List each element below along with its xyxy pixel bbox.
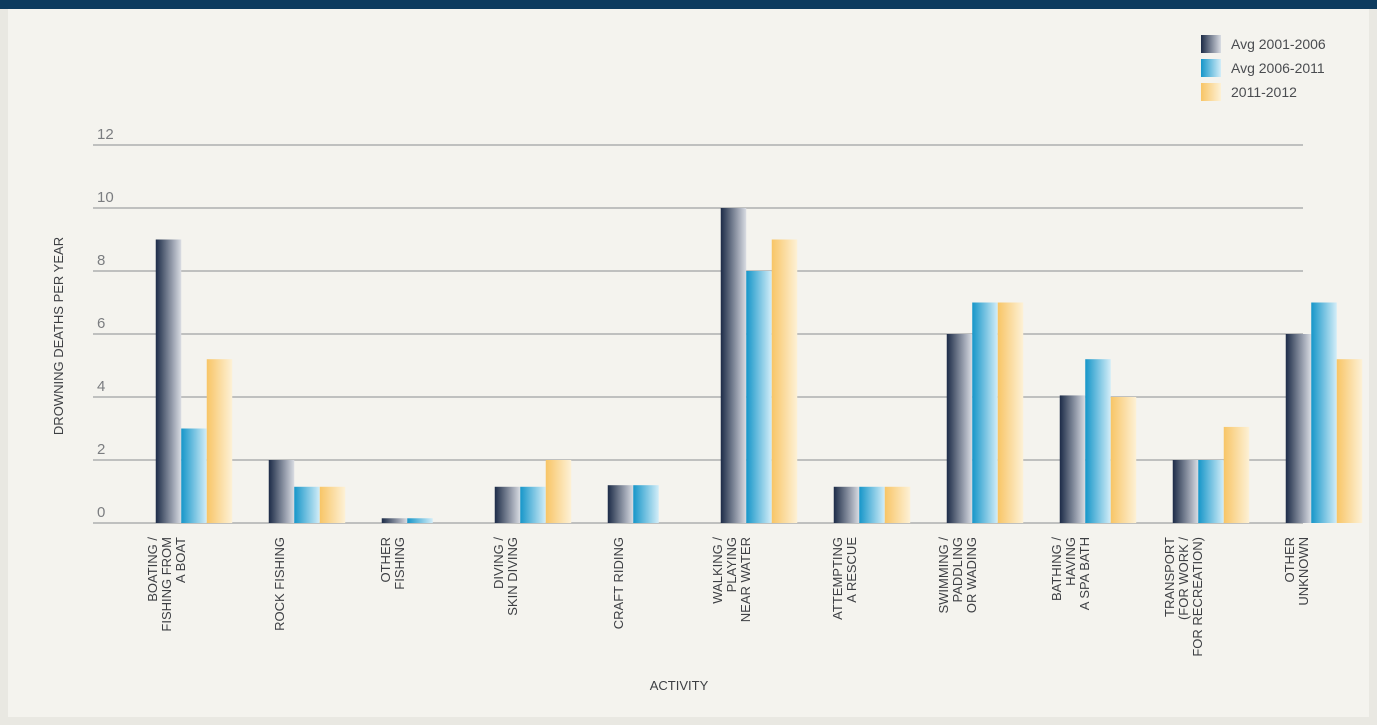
bar [181,428,207,523]
bar [1198,460,1224,523]
x-category-label: OTHER UNKNOWN [1282,537,1311,606]
bar [771,239,798,523]
x-category-label-line: SWIMMING / [936,537,951,614]
bar [884,486,911,523]
x-category-label-line: TRANSPORT [1162,537,1177,617]
x-category-label-line: OTHER [378,537,393,583]
x-category-label: CRAFT RIDING [611,537,626,629]
bar [381,518,408,523]
legend-swatch [1201,83,1221,101]
chart-panel: 0 2 4 6 8 10 12 BOATING / FISHING FROM A BOAT ROC… [8,9,1369,717]
x-category-label-line: PADDLING [950,537,965,603]
x-category-label-line: PLAYING [724,537,739,592]
bar [833,486,860,523]
bar [720,208,747,523]
x-category-label: BOATING / FISHING FROM A BOAT [145,537,188,632]
bar [1059,395,1086,523]
bar [1336,359,1363,523]
bar [746,271,772,523]
x-category-label-line: FISHING [392,537,407,590]
x-category-label-line: NEAR WATER [738,537,753,622]
legend: Avg 2001-2006 Avg 2006-2011 2011-2012 [1201,35,1326,101]
legend-item: Avg 2001-2006 [1201,35,1326,53]
y-tick-label: 12 [97,126,114,143]
x-category-label-line: A SPA BATH [1077,537,1092,610]
bar [997,302,1024,523]
legend-item: Avg 2006-2011 [1201,59,1325,77]
x-category-labels: BOATING / FISHING FROM A BOAT ROCK FISHING O… [145,537,1311,657]
x-category-label-line: A BOAT [173,537,188,583]
top-bar [0,0,1377,9]
bar [1085,359,1111,523]
bar [206,359,233,523]
x-category-label-line: WALKING / [710,537,725,604]
bar [972,302,998,523]
y-tick-label: 8 [97,252,105,269]
x-category-label: BATHING / HAVING A SPA BATH [1049,537,1092,611]
x-category-label: TRANSPORT (FOR WORK / FOR RECREATION) [1162,537,1205,657]
bar [946,334,973,523]
x-category-label-line: ATTEMPTING [830,537,845,620]
legend-label: 2011-2012 [1231,84,1297,100]
legend-label: Avg 2006-2011 [1231,60,1325,76]
x-category-label: OTHER FISHING [378,537,407,590]
y-tick-label: 6 [97,315,105,332]
x-category-label: ATTEMPTING A RESCUE [830,537,859,620]
x-category-label-line: HAVING [1063,537,1078,586]
bar [1285,334,1312,523]
x-category-label: DIVING / SKIN DIVING [491,537,520,616]
x-category-label-line: BOATING / [145,537,160,602]
y-tick-label: 2 [97,441,105,458]
x-category-label-line: OTHER [1282,537,1297,583]
x-category-label-line: SKIN DIVING [505,537,520,616]
x-category-label-line: BATHING / [1049,537,1064,601]
x-category-label-line: CRAFT RIDING [611,537,626,629]
bar [1110,397,1137,523]
bar [520,486,546,523]
bars [155,208,1363,523]
bar [545,460,572,523]
bar [859,486,885,523]
gridlines [93,144,1303,524]
x-category-label-line: DIVING / [491,537,506,589]
x-category-label-line: ROCK FISHING [272,537,287,631]
bar [407,518,433,523]
x-category-label-line: FISHING FROM [159,537,174,632]
x-axis-title: ACTIVITY [650,678,709,693]
x-category-label: ROCK FISHING [272,537,287,631]
x-category-label-line: A RESCUE [844,537,859,603]
x-category-label-line: (FOR WORK / [1176,537,1191,620]
bar [494,486,521,523]
bar [294,486,320,523]
x-category-label: SWIMMING / PADDLING OR WADING [936,537,979,614]
bar [1311,302,1337,523]
bar [268,460,295,523]
y-tick-labels: 0 2 4 6 8 10 12 [97,126,114,521]
x-category-label-line: FOR RECREATION) [1190,537,1205,657]
bar [1172,460,1199,523]
legend-swatch [1201,35,1221,53]
bar [633,485,659,523]
legend-item: 2011-2012 [1201,83,1297,101]
bar [607,485,634,523]
legend-label: Avg 2001-2006 [1231,36,1326,52]
y-tick-label: 0 [97,504,105,521]
bar [1223,426,1250,523]
bar-chart: 0 2 4 6 8 10 12 BOATING / FISHING FROM A BOAT ROC… [51,35,1363,693]
x-category-label: WALKING / PLAYING NEAR WATER [710,537,753,623]
x-category-label-line: UNKNOWN [1296,537,1311,606]
legend-swatch [1201,59,1221,77]
bar [319,486,346,523]
x-category-label-line: OR WADING [964,537,979,613]
y-tick-label: 10 [97,189,114,206]
y-tick-label: 4 [97,378,105,395]
y-axis-title: DROWNING DEATHS PER YEAR [51,237,66,435]
bar [155,239,182,523]
